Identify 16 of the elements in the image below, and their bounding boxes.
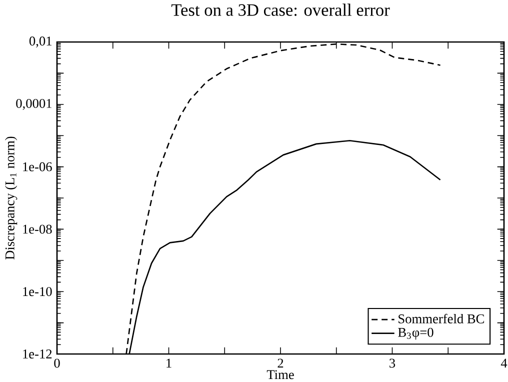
y-tick-label: 1e-06 — [23, 162, 52, 172]
x-axis-title: Time — [266, 370, 294, 380]
y-tick-label: 1e-08 — [23, 224, 52, 234]
x-tick-label: 2 — [278, 358, 284, 368]
legend-label: Sommerfeld BC — [398, 314, 484, 324]
chart-title: Test on a 3D case: overall error — [171, 4, 390, 16]
y-tick-label: 0,01 — [29, 36, 52, 48]
y-axis-title: Discrepancy (L$_{1}$ norm) — [5, 136, 18, 260]
y-tick-label: 1e-10 — [23, 287, 52, 296]
x-tick-label: 4 — [500, 358, 508, 368]
x-tick-label: 3 — [390, 358, 396, 368]
y-tick-label: 1e-12 — [23, 350, 52, 358]
y-tick-label: 0,0001 — [16, 98, 52, 110]
x-tick-label: 0 — [54, 358, 60, 368]
legend-label: B$_{3}$φ=0 — [398, 328, 434, 340]
x-tick-label: 1 — [166, 358, 172, 368]
